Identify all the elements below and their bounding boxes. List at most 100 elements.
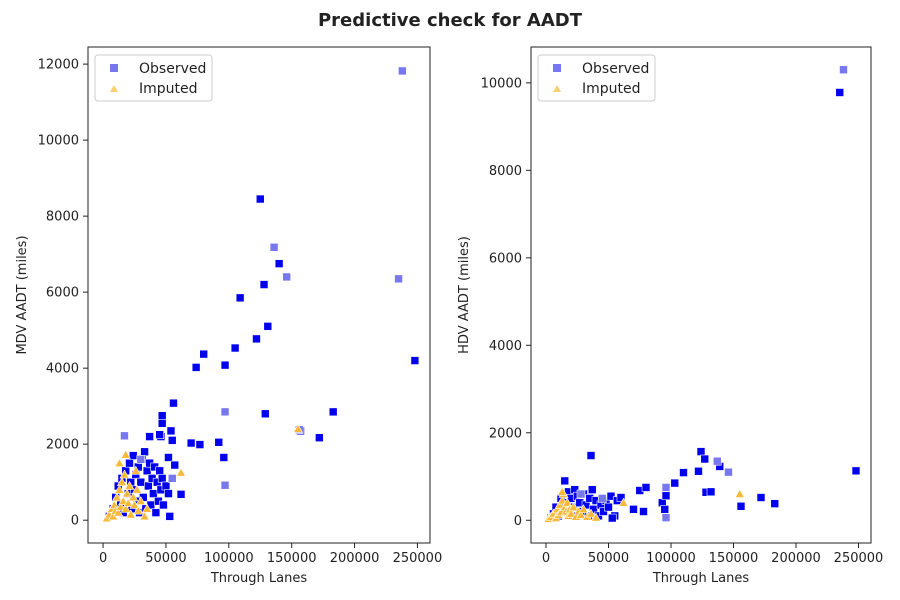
left-imputed-point bbox=[133, 505, 144, 515]
left-observed-point bbox=[155, 430, 164, 439]
left-observed-point bbox=[195, 440, 205, 449]
left-points bbox=[101, 66, 420, 523]
right-chart-panel: 0 50000 100000 150000 200000 250000 0 2000 4000… bbox=[457, 46, 883, 586]
left-observed-point bbox=[157, 474, 167, 483]
left-chart-panel: 0 50000 100000 150000 200000 250000 0 2000 4000… bbox=[15, 46, 442, 586]
left-observed-point bbox=[394, 274, 403, 284]
left-observed-point bbox=[315, 433, 324, 443]
left-x-axis-label: Through Lanes bbox=[210, 571, 308, 586]
right-imputed-point bbox=[568, 502, 579, 511]
right-y-ticks: 0 2000 4000 6000 8000 10000 bbox=[481, 76, 531, 529]
left-observed-point bbox=[263, 322, 273, 331]
left-observed-point bbox=[282, 272, 291, 282]
left-observed-point bbox=[161, 481, 171, 491]
left-x-tick-label: 100000 bbox=[204, 551, 254, 566]
left-y-tick-label: 6000 bbox=[46, 286, 79, 301]
left-observed-point bbox=[328, 407, 338, 417]
right-observed-point bbox=[599, 507, 608, 516]
right-imputed-point bbox=[562, 497, 573, 507]
left-observed-point bbox=[142, 466, 152, 476]
left-legend-observed-marker bbox=[110, 64, 118, 72]
left-observed-point bbox=[255, 194, 265, 204]
left-observed-point bbox=[125, 458, 134, 468]
left-legend-imputed-label: Imputed bbox=[139, 81, 198, 97]
right-imputed-point bbox=[590, 512, 602, 522]
right-observed-point bbox=[835, 88, 845, 97]
right-observed-point bbox=[607, 513, 617, 523]
left-imputed-point bbox=[121, 488, 132, 498]
left-imputed-point bbox=[130, 465, 141, 475]
left-observed-point bbox=[191, 363, 201, 372]
left-y-tick-label: 12000 bbox=[38, 58, 79, 73]
right-legend-observed-marker bbox=[553, 64, 561, 72]
left-imputed-point bbox=[125, 509, 136, 519]
right-observed-point bbox=[756, 493, 766, 502]
right-legend-imputed-marker bbox=[553, 85, 561, 92]
left-imputed-point bbox=[142, 503, 153, 513]
left-imputed-point bbox=[135, 496, 146, 505]
right-x-tick-label: 250000 bbox=[834, 551, 884, 566]
right-observed-point bbox=[724, 467, 733, 477]
right-imputed-point bbox=[554, 499, 565, 509]
left-imputed-point bbox=[128, 492, 139, 502]
left-imputed-point bbox=[116, 477, 127, 486]
right-imputed-point bbox=[557, 486, 568, 496]
right-y-tick-label: 10000 bbox=[481, 76, 522, 91]
right-observed-point bbox=[604, 502, 613, 512]
right-imputed-point bbox=[734, 488, 745, 498]
right-observed-point bbox=[616, 493, 626, 502]
left-observed-point bbox=[149, 489, 158, 498]
left-observed-point bbox=[410, 356, 420, 365]
right-legend-box bbox=[537, 54, 656, 102]
right-legend: Observed Imputed bbox=[537, 54, 656, 102]
left-observed-point bbox=[169, 398, 178, 408]
left-observed-point bbox=[166, 426, 176, 436]
right-imputed-point bbox=[575, 509, 587, 519]
left-imputed-point bbox=[115, 501, 126, 511]
left-imputed-point bbox=[176, 467, 187, 477]
right-y-tick-label: 4000 bbox=[489, 339, 522, 354]
left-observed-point bbox=[140, 447, 149, 457]
right-x-tick-label: 0 bbox=[542, 551, 550, 566]
left-observed-point bbox=[167, 436, 177, 445]
right-x-tick-label: 50000 bbox=[588, 551, 629, 566]
left-observed-point bbox=[167, 474, 177, 483]
left-observed-point bbox=[157, 411, 167, 420]
left-observed-point bbox=[155, 466, 164, 476]
left-y-tick-label: 4000 bbox=[46, 362, 79, 377]
left-y-tick-label: 10000 bbox=[38, 134, 79, 149]
left-y-ticks: 0 2000 4000 6000 8000 10000 12000 bbox=[38, 58, 88, 529]
left-imputed-point bbox=[118, 496, 129, 505]
right-observed-point bbox=[670, 478, 680, 488]
right-observed-point bbox=[706, 487, 716, 497]
right-observed-point bbox=[641, 483, 651, 492]
right-y-tick-label: 0 bbox=[514, 514, 522, 529]
right-observed-point bbox=[700, 454, 710, 464]
left-observed-point bbox=[144, 481, 153, 491]
left-observed-point bbox=[176, 490, 186, 499]
right-legend-imputed-label: Imputed bbox=[582, 81, 641, 97]
right-x-ticks: 0 50000 100000 150000 200000 250000 bbox=[542, 543, 883, 566]
left-imputed-point bbox=[124, 480, 135, 490]
right-observed-point bbox=[661, 491, 671, 501]
right-observed-point bbox=[660, 505, 670, 514]
left-imputed-point bbox=[120, 449, 131, 459]
right-observed-point bbox=[696, 447, 706, 456]
left-observed-point bbox=[220, 360, 230, 370]
right-imputed-point bbox=[565, 508, 577, 518]
left-observed-point bbox=[159, 500, 168, 510]
left-observed-point bbox=[164, 453, 173, 462]
left-observed-point bbox=[157, 418, 167, 428]
left-observed-point bbox=[151, 508, 161, 517]
right-imputed-point bbox=[578, 504, 589, 514]
right-observed-point bbox=[839, 65, 848, 75]
right-legend-observed-label: Observed bbox=[582, 61, 649, 77]
left-legend: Observed Imputed bbox=[94, 54, 213, 102]
right-observed-point bbox=[576, 489, 586, 499]
left-legend-imputed-marker bbox=[110, 85, 118, 92]
left-observed-point bbox=[235, 293, 245, 303]
right-observed-point bbox=[679, 468, 688, 477]
left-imputed-point bbox=[123, 497, 134, 507]
right-imputed-point bbox=[557, 495, 568, 505]
left-imputed-point bbox=[114, 458, 125, 467]
